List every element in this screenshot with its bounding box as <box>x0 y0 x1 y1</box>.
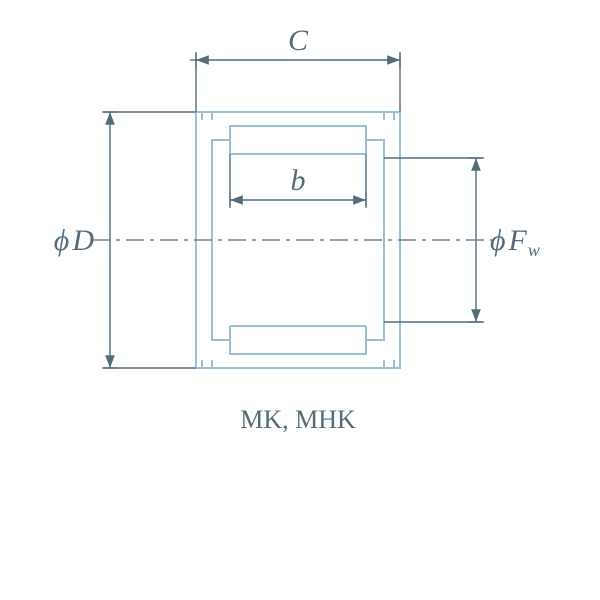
dim-D-label: ϕD <box>54 224 95 257</box>
dim-Fw-label: ϕFw <box>490 224 540 260</box>
dim-C-label: C <box>288 24 309 57</box>
dim-b-label: b <box>291 164 306 197</box>
diagram-caption: MK, MHK <box>240 405 356 434</box>
